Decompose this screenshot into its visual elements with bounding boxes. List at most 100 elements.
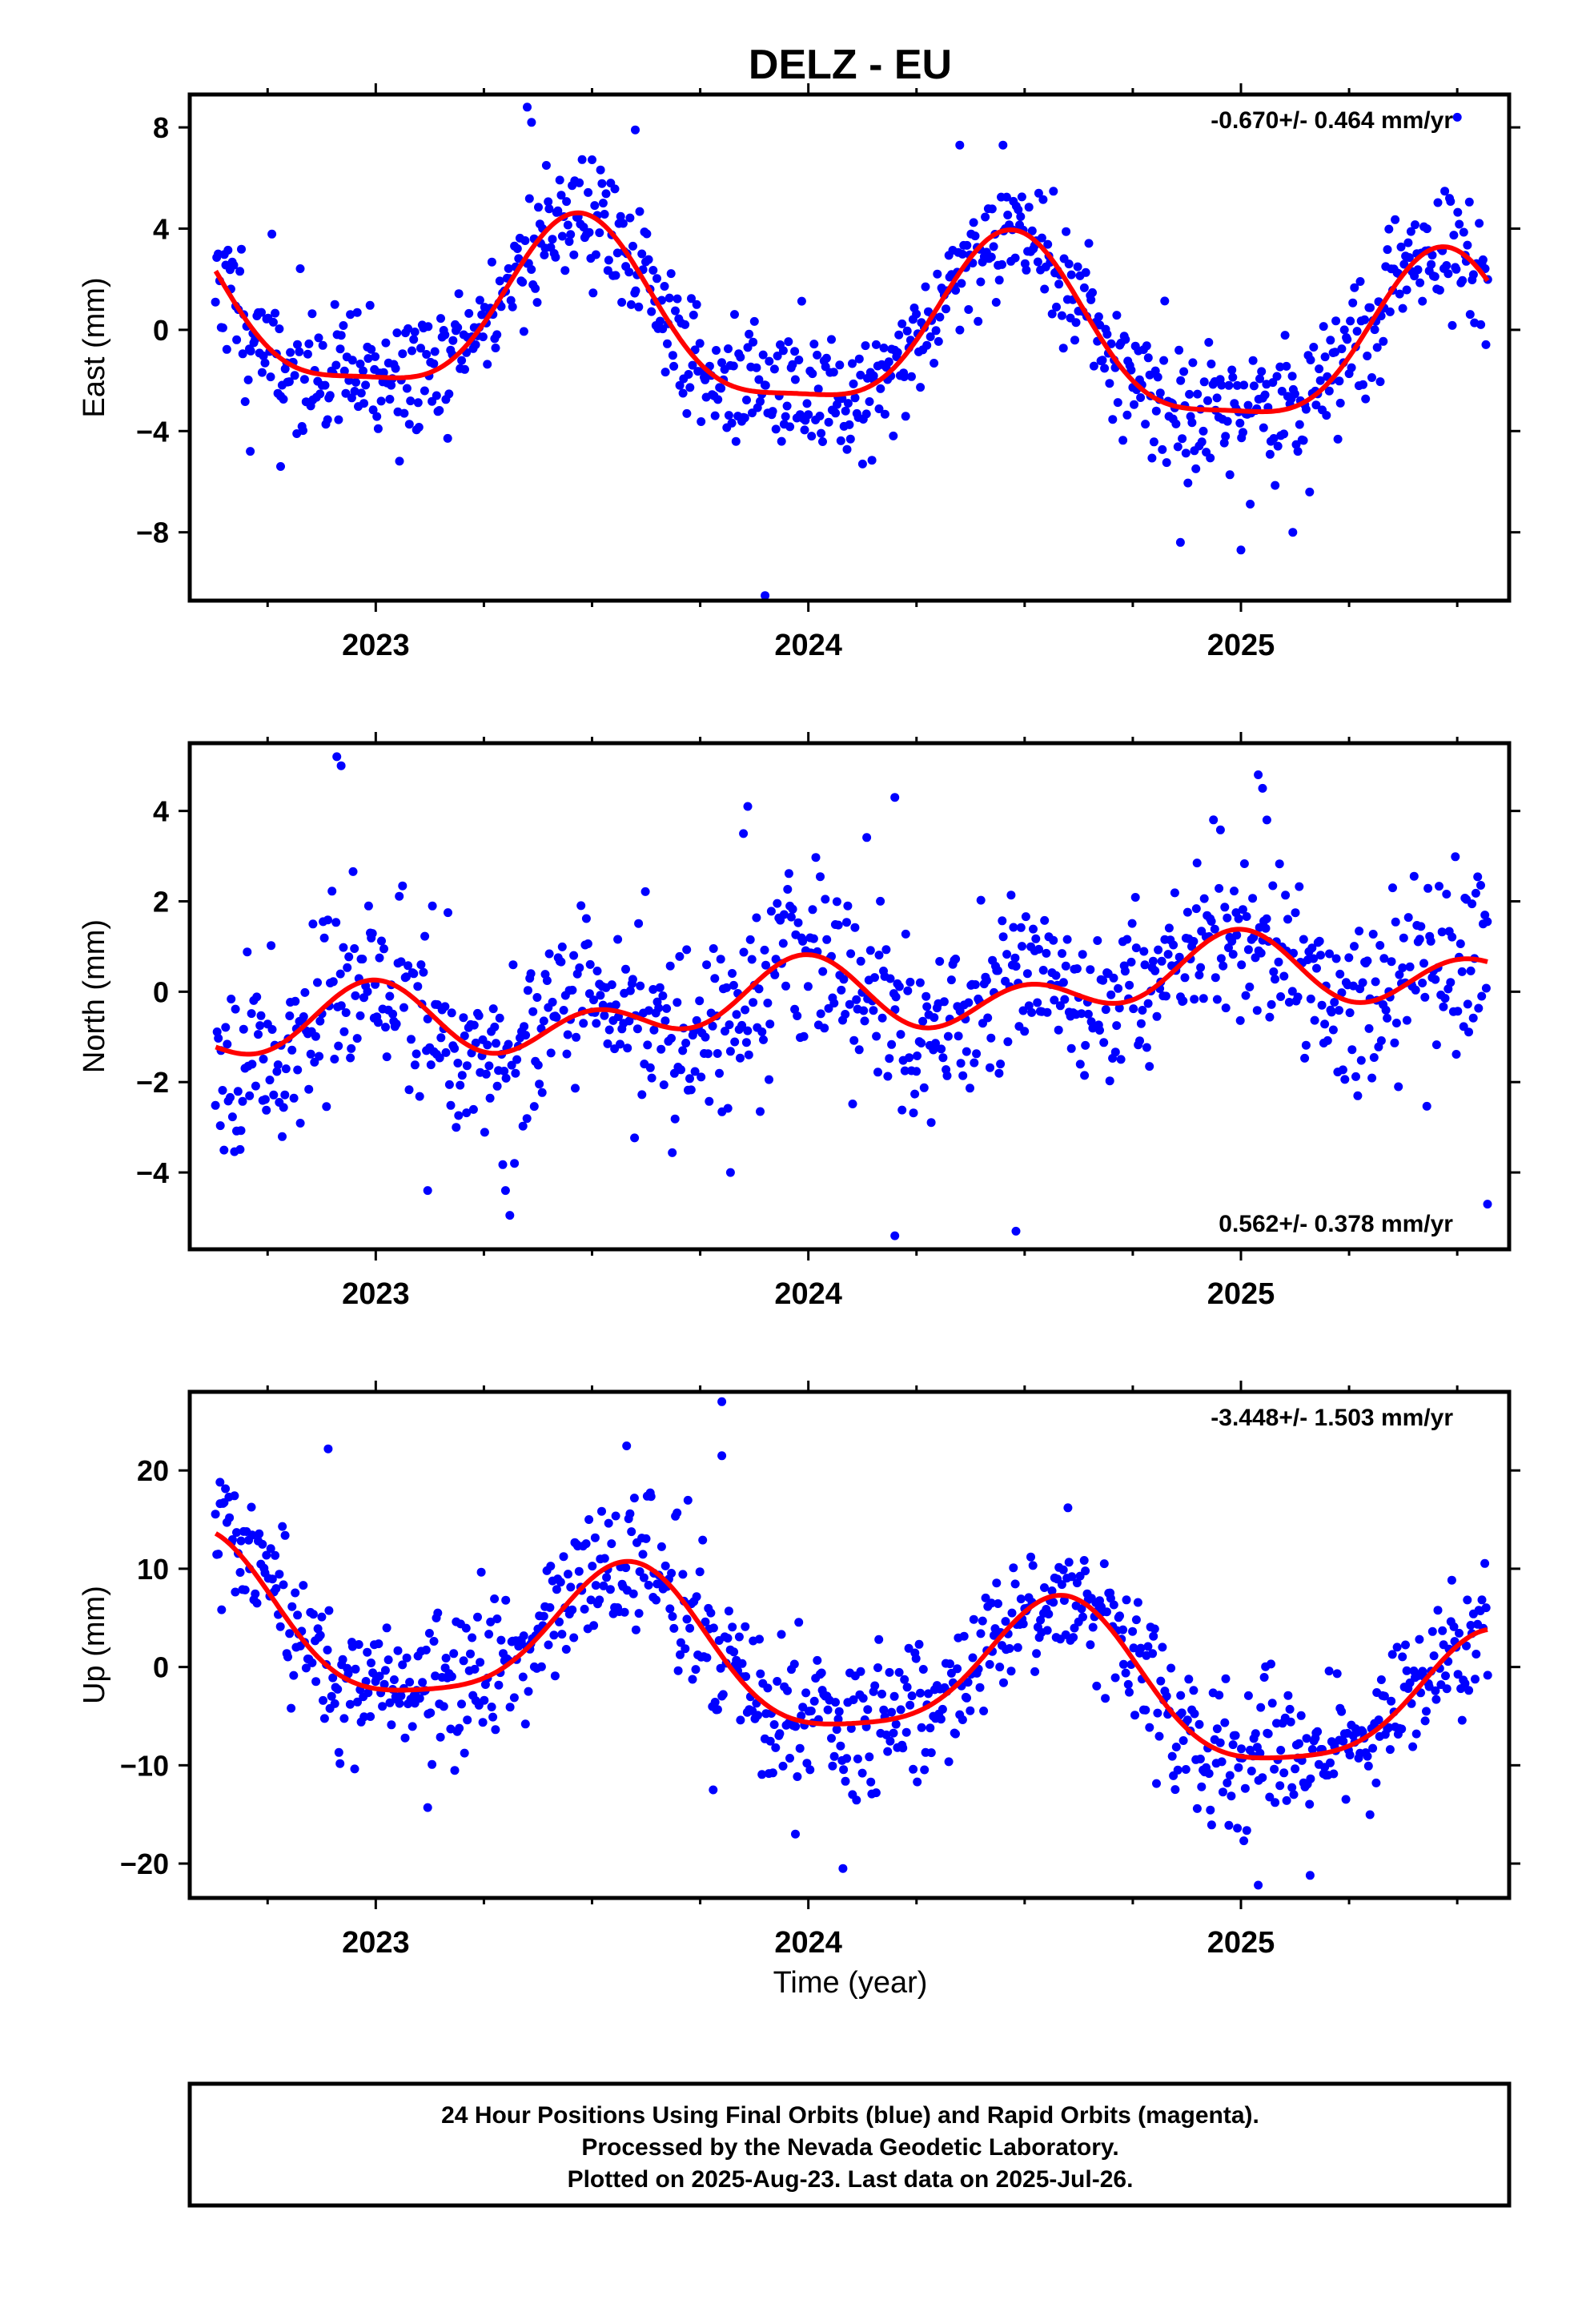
up-point bbox=[891, 1719, 901, 1729]
up-point bbox=[1384, 1723, 1394, 1732]
east-point bbox=[457, 356, 467, 365]
up-point bbox=[805, 1765, 815, 1775]
east-point bbox=[478, 332, 488, 342]
north-point bbox=[662, 1003, 672, 1013]
north-point bbox=[351, 991, 360, 1000]
north-point bbox=[1371, 977, 1380, 987]
up-point bbox=[317, 1612, 327, 1622]
up-point bbox=[741, 1672, 751, 1681]
east-point bbox=[318, 340, 327, 350]
up-point bbox=[858, 1694, 868, 1703]
east-point bbox=[604, 255, 613, 265]
east-point bbox=[588, 155, 596, 164]
north-point bbox=[327, 887, 337, 896]
north-point bbox=[1457, 967, 1467, 976]
east-fit-line bbox=[213, 210, 1490, 415]
east-point bbox=[981, 212, 990, 222]
up-point bbox=[398, 1660, 408, 1670]
east-point bbox=[884, 357, 893, 367]
up-y-tick-label: 10 bbox=[137, 1553, 169, 1586]
north-point bbox=[1098, 975, 1108, 985]
east-point bbox=[1098, 356, 1107, 365]
north-point bbox=[634, 919, 644, 928]
east-point bbox=[1100, 364, 1110, 373]
north-point bbox=[1403, 913, 1413, 923]
east-point bbox=[1235, 418, 1245, 428]
east-point bbox=[1047, 309, 1057, 319]
up-point bbox=[520, 1719, 530, 1729]
east-point bbox=[1366, 303, 1375, 312]
up-point bbox=[1121, 1668, 1130, 1678]
north-point bbox=[350, 944, 359, 953]
up-point bbox=[490, 1594, 500, 1603]
up-point bbox=[990, 1630, 998, 1640]
north-point bbox=[905, 977, 915, 987]
up-point bbox=[638, 1550, 648, 1559]
east-point bbox=[631, 125, 640, 135]
up-point bbox=[773, 1677, 782, 1686]
north-point bbox=[539, 1016, 548, 1026]
north-point bbox=[803, 982, 813, 991]
north-point bbox=[1086, 965, 1095, 975]
up-point bbox=[1221, 1674, 1231, 1683]
east-point bbox=[1453, 207, 1463, 217]
up-point bbox=[1276, 1746, 1286, 1755]
north-point bbox=[556, 957, 566, 967]
north-point bbox=[818, 967, 828, 976]
up-point bbox=[1158, 1642, 1167, 1652]
north-point bbox=[1058, 949, 1066, 959]
up-point bbox=[1313, 1727, 1323, 1736]
north-point bbox=[456, 1080, 465, 1090]
north-point bbox=[1129, 1004, 1138, 1014]
north-point bbox=[281, 1064, 291, 1074]
up-point bbox=[1234, 1763, 1243, 1772]
north-point bbox=[909, 1108, 918, 1118]
east-point bbox=[475, 296, 484, 305]
up-point bbox=[806, 1707, 816, 1715]
east-point bbox=[541, 161, 551, 170]
up-point bbox=[247, 1502, 256, 1512]
north-point bbox=[1243, 945, 1253, 955]
north-point bbox=[607, 980, 616, 990]
north-point bbox=[752, 913, 761, 923]
north-point bbox=[1216, 954, 1226, 963]
north-point bbox=[235, 1144, 245, 1154]
up-point bbox=[856, 1667, 865, 1676]
up-point bbox=[607, 1539, 616, 1549]
north-point bbox=[291, 996, 300, 1006]
east-point bbox=[624, 267, 634, 277]
up-point bbox=[1036, 1615, 1046, 1625]
north-point bbox=[690, 1067, 700, 1076]
up-point bbox=[907, 1691, 917, 1701]
east-point bbox=[1064, 259, 1074, 269]
north-point bbox=[710, 974, 720, 983]
north-point bbox=[1163, 950, 1173, 959]
north-point bbox=[336, 761, 346, 770]
north-point bbox=[1274, 957, 1283, 967]
north-point bbox=[323, 915, 332, 925]
up-point bbox=[374, 1639, 383, 1649]
up-point bbox=[240, 1585, 250, 1594]
east-point bbox=[818, 437, 827, 446]
east-point bbox=[648, 266, 658, 275]
north-point bbox=[1375, 941, 1385, 950]
east-point bbox=[1406, 227, 1415, 236]
up-point bbox=[1251, 1729, 1260, 1739]
east-point bbox=[584, 187, 593, 197]
north-point bbox=[1248, 894, 1258, 903]
east-point bbox=[1411, 220, 1419, 230]
north-point bbox=[1127, 919, 1137, 928]
east-point bbox=[1478, 255, 1488, 264]
north-point bbox=[661, 1016, 670, 1026]
north-point bbox=[725, 1047, 735, 1056]
east-point bbox=[527, 118, 536, 127]
up-point bbox=[586, 1595, 596, 1605]
east-point bbox=[1398, 304, 1407, 313]
east-point bbox=[325, 391, 335, 400]
north-point bbox=[267, 1025, 277, 1034]
east-point bbox=[229, 260, 239, 270]
north-point bbox=[416, 960, 426, 970]
east-point bbox=[835, 360, 845, 370]
north-point bbox=[1125, 980, 1134, 990]
north-y-tick-label: 0 bbox=[153, 975, 169, 1008]
